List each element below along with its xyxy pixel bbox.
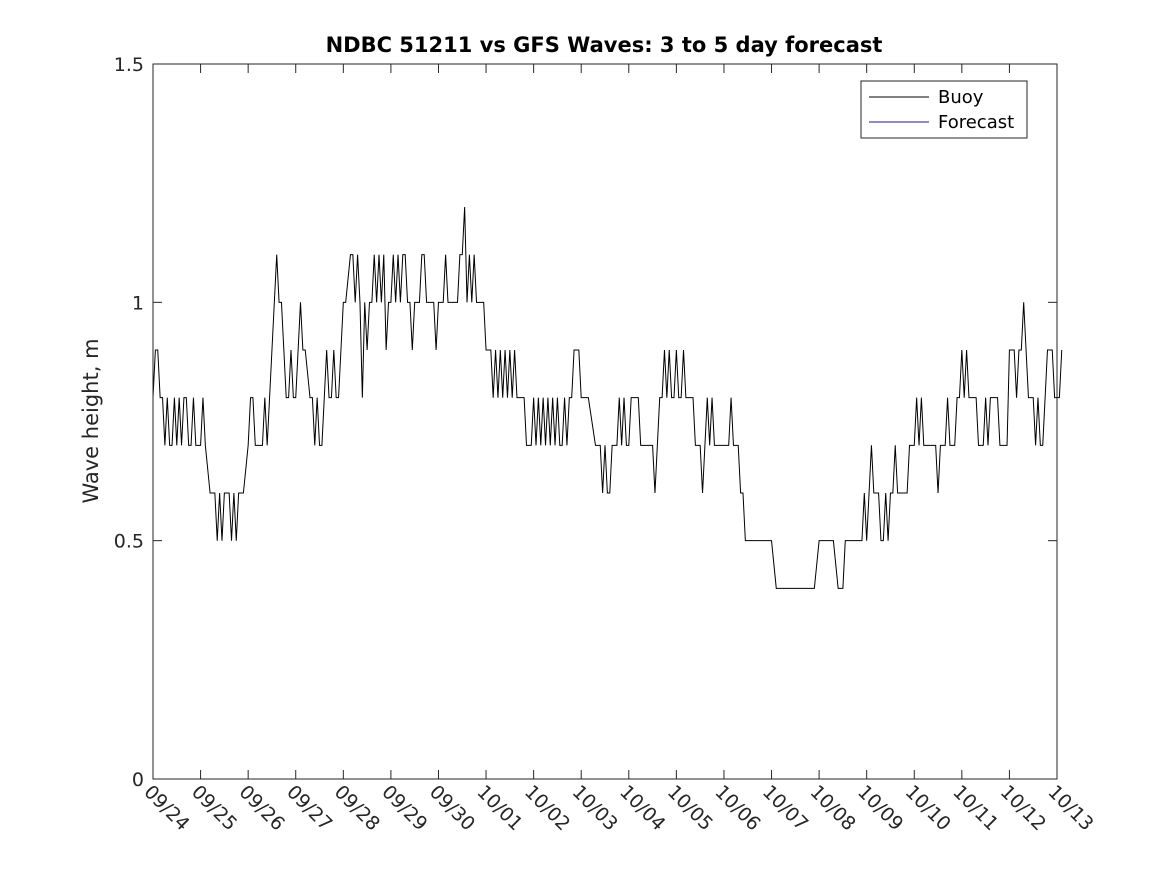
chart-title: NDBC 51211 vs GFS Waves: 3 to 5 day fore… [326, 33, 883, 57]
axes-box [152, 63, 1058, 780]
y-tick-label: 0.5 [114, 531, 144, 553]
legend-label-buoy: Buoy [938, 87, 984, 108]
plot-area [153, 64, 1057, 779]
y-tick-label: 1 [132, 292, 144, 314]
series-line-buoy [152, 206, 1063, 589]
series-layer [152, 206, 1063, 589]
legend: Buoy Forecast [860, 80, 1028, 139]
y-tick-label: 1.5 [114, 54, 144, 76]
y-tick-label: 0 [132, 769, 144, 791]
legend-box [860, 80, 1028, 139]
y-axis-label: Wave height, m [79, 338, 103, 503]
legend-label-forecast: Forecast [938, 112, 1014, 133]
y-axis: 0 0.5 1 1.5 [114, 54, 1057, 791]
